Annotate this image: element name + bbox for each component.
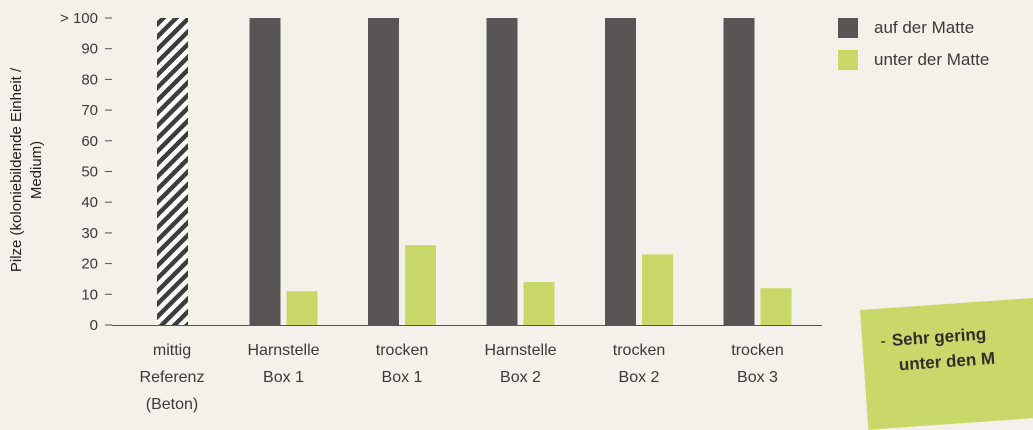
x-tick-label: Box 2: [619, 369, 660, 386]
y-tick-label: > 100: [60, 10, 98, 27]
bar-auf-der-matte: [486, 18, 518, 325]
legend-item-auf-der-matte: auf der Matte: [838, 12, 989, 44]
bar-chart: Pilze (koloniebildende Einheit / Medium)…: [8, 10, 822, 413]
legend: auf der Matte unter der Matte: [838, 12, 989, 76]
x-tick-label: Harnstelle: [484, 342, 556, 359]
legend-item-unter-der-matte: unter der Matte: [838, 44, 989, 76]
svg-text:Medium): Medium): [28, 141, 45, 199]
x-tick-label: trocken: [731, 342, 783, 359]
y-tick-label: 90: [81, 41, 98, 58]
note-dash: -: [879, 331, 887, 351]
legend-label-unter-der-matte: unter der Matte: [874, 50, 990, 69]
bar-unter-der-matte: [405, 245, 436, 325]
x-tick-label: trocken: [376, 342, 428, 359]
y-tick-label: 10: [81, 286, 98, 303]
bars: [157, 18, 792, 325]
note-line-1: Sehr gering: [891, 324, 987, 350]
svg-text:Pilze (koloniebildende Einheit: Pilze (koloniebildende Einheit /: [8, 67, 25, 272]
x-tick-label: mittig: [153, 342, 191, 359]
x-tick-label: trocken: [613, 342, 665, 359]
bar-unter-der-matte: [286, 291, 318, 325]
y-tick-label: 70: [81, 102, 98, 119]
y-axis-label: Pilze (koloniebildende Einheit / Medium): [8, 67, 45, 272]
bar-unter-der-matte: [642, 254, 673, 325]
y-tick-label: 40: [81, 194, 98, 211]
x-tick-label: Box 1: [382, 369, 423, 386]
bar-auf-der-matte: [605, 18, 636, 325]
y-tick-label: 50: [81, 164, 98, 181]
legend-swatch-dark: [838, 18, 858, 38]
legend-label-auf-der-matte: auf der Matte: [874, 18, 975, 37]
x-tick-label: (Beton): [146, 396, 198, 413]
x-tick-label: Box 3: [737, 369, 778, 386]
x-tick-label: Referenz: [140, 369, 205, 386]
y-tick-label: 60: [81, 133, 98, 150]
y-tick-label: 80: [81, 71, 98, 88]
x-axis-labels: mittig Referenz (Beton) Harnstelle Box 1 troc…: [140, 342, 784, 413]
y-tick-label: 30: [81, 225, 98, 242]
bar-auf-der-matte: [723, 18, 755, 325]
x-tick-label: Harnstelle: [247, 342, 319, 359]
bar-auf-der-matte: [249, 18, 281, 325]
x-tick-label: Box 2: [500, 369, 541, 386]
legend-swatch-green: [838, 50, 858, 70]
bar-reference-hatched: [157, 18, 188, 325]
bar-unter-der-matte: [523, 282, 555, 325]
bar-auf-der-matte: [368, 18, 399, 325]
y-tick-label: 20: [81, 256, 98, 273]
y-tick-label: 0: [90, 317, 98, 334]
y-axis: 0 10 20 30 40 50 60 70 80 90 > 100: [60, 10, 112, 334]
bar-unter-der-matte: [760, 288, 792, 325]
x-tick-label: Box 1: [263, 369, 304, 386]
sticky-note: - Sehr gering unter den M: [860, 291, 1033, 430]
